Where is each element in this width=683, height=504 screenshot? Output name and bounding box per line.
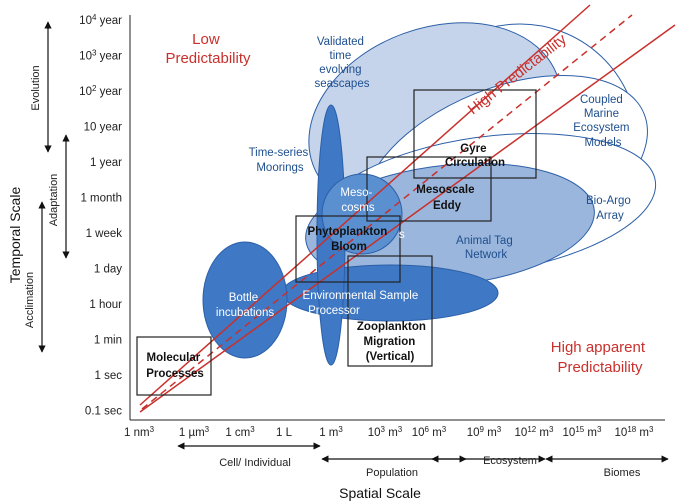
x-axis-title: Spatial Scale — [339, 485, 421, 501]
phytoplankton-bloom-label: Phytoplankton Bloom — [307, 226, 390, 253]
gyre-circulation-label: Gyre Circulation — [445, 143, 505, 169]
range-label-population: Population — [366, 467, 418, 479]
x-tick-label: 1012 m3 — [515, 425, 554, 440]
x-tick-label: 103 m3 — [368, 425, 403, 440]
range-label-cell: Cell/ Individual — [219, 457, 291, 469]
y-tick-label: 102 year — [79, 84, 122, 99]
y-tick-label: 103 year — [79, 48, 122, 63]
spatial-range-biomes: Biomes — [545, 455, 669, 479]
y-tick-label: 1 week — [86, 228, 123, 240]
molecular-processes-label: Molecular Processes — [146, 352, 204, 380]
diagonal-line-upper — [139, 4, 591, 406]
spatial-range-ecosystem: Ecosystem — [431, 455, 546, 467]
diagonal-line-lower — [139, 24, 676, 413]
env-sample-label: Environmental Sample Processor — [303, 290, 422, 317]
mesocosms-label-tail: s — [399, 229, 405, 241]
y-tick-label: 1 hour — [89, 299, 122, 311]
y-tick-label: 1 day — [94, 264, 122, 276]
mesoscale-eddy-box — [366, 156, 492, 222]
y-tick-label: 104 year — [79, 13, 122, 28]
y-axis-title: Temporal Scale — [7, 187, 23, 284]
x-tick-label: 106 m3 — [412, 425, 447, 440]
x-tick-label: 1018 m3 — [615, 425, 654, 440]
temporal-range-evolution: Evolution — [30, 21, 52, 153]
temporal-range-adaptation: Adaptation — [48, 134, 70, 259]
x-tick-label: 1 L — [276, 427, 293, 439]
x-tick-label: 1 nm3 — [124, 425, 155, 440]
low-predictability-label: Low Predictability — [165, 31, 251, 67]
time-series-moorings-label: Time-series Moorings — [249, 147, 312, 174]
y-tick-label: 1 min — [94, 335, 122, 347]
y-tick-labels: 104 year 103 year 102 year 10 year 1 year 1 m… — [79, 13, 122, 418]
bottle-incubations-ellipse — [202, 241, 288, 359]
y-tick-label: 0.1 sec — [85, 406, 122, 418]
molecular-processes-box — [136, 336, 212, 396]
high-apparent-predictability-label: High apparent Predictability — [551, 339, 649, 376]
mesocosms-ellipse — [321, 173, 403, 255]
coupled-models-label: Coupled Marine Ecosystem Models — [573, 94, 632, 149]
gyre-circulation-box — [413, 89, 537, 179]
y-tick-label: 1 sec — [95, 370, 123, 382]
validated-seascapes-label: Validated time evolving seascapes — [315, 36, 370, 90]
range-label-adaptation: Adaptation — [48, 174, 60, 227]
bio-argo-label: Bio-Argo Array — [586, 195, 634, 222]
animal-tag-label: Animal Tag Network — [456, 235, 516, 261]
spatial-range-cell: Cell/ Individual — [177, 442, 321, 469]
x-tick-label: 1 m3 — [319, 425, 343, 440]
diagonal-line-dashed — [141, 14, 633, 410]
range-label-evolution: Evolution — [30, 65, 42, 110]
range-label-biomes: Biomes — [604, 467, 641, 479]
x-tick-labels: 1 nm3 1 µm3 1 cm3 1 L 1 m3 103 m3 106 m3 109 m3… — [124, 425, 654, 440]
y-tick-label: 1 year — [90, 157, 122, 169]
x-tick-label: 109 m3 — [467, 425, 502, 440]
x-tick-label: 1 cm3 — [225, 425, 255, 440]
spatial-range-population: Population — [321, 455, 467, 479]
range-label-ecosystem: Ecosystem — [483, 455, 537, 467]
temporal-range-acclimation: Acclimation — [24, 201, 46, 353]
bottle-incubations-label: Bottle incubations — [216, 292, 274, 319]
range-label-acclimation: Acclimation — [24, 272, 36, 328]
mesocosms-label: Meso- cosms — [340, 187, 375, 214]
y-tick-label: 1 month — [80, 193, 122, 205]
x-tick-label: 1 µm3 — [179, 425, 210, 440]
x-tick-label: 1015 m3 — [563, 425, 602, 440]
mesoscale-eddy-label: Mesoscale Eddy — [416, 184, 477, 212]
zooplankton-migration-box — [347, 255, 433, 367]
zooplankton-migration-label: Zooplankton Migration (Vertical) — [357, 321, 429, 363]
y-tick-label: 10 year — [84, 122, 123, 134]
